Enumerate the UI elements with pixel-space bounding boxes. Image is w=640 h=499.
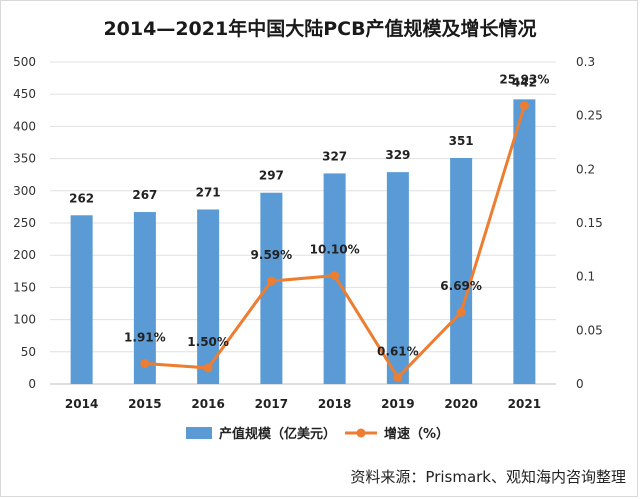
y-right-tick-label: 0.2 <box>576 162 595 176</box>
bar <box>197 209 220 384</box>
growth-point <box>266 276 276 286</box>
growth-point <box>330 271 340 281</box>
y-right-tick-label: 0.05 <box>576 323 603 337</box>
growth-value-label: 9.59% <box>251 248 293 262</box>
bar-value-label: 329 <box>385 148 410 162</box>
y-right-tick-label: 0.25 <box>576 109 603 123</box>
bar-value-label: 271 <box>196 185 221 199</box>
legend-swatch-bars <box>186 427 212 439</box>
growth-value-label: 1.91% <box>124 330 166 344</box>
y-left-tick-label: 0 <box>28 377 36 391</box>
y-left-tick-label: 150 <box>13 280 36 294</box>
bar <box>133 212 156 384</box>
growth-point <box>456 307 466 317</box>
y-right-tick-label: 0.15 <box>576 216 603 230</box>
bar <box>450 157 473 384</box>
y-left-tick-label: 100 <box>13 313 36 327</box>
legend-label-line: 增速（%） <box>384 426 449 442</box>
bar <box>70 215 93 384</box>
y-right-tick-label: 0.3 <box>576 55 595 69</box>
bar-value-label: 327 <box>322 149 347 163</box>
y-right-tick-label: 0.1 <box>576 270 595 284</box>
growth-point <box>140 358 150 368</box>
y-right-tick-label: 0 <box>576 377 584 391</box>
y-left-tick-label: 50 <box>21 345 36 359</box>
growth-value-label: 25.93% <box>499 73 549 87</box>
bar-value-label: 351 <box>449 134 474 148</box>
bar-value-label: 442 <box>512 75 537 89</box>
growth-value-label: 1.50% <box>187 335 229 349</box>
x-tick-label: 2021 <box>508 397 541 411</box>
x-tick-label: 2019 <box>381 397 414 411</box>
y-left-tick-label: 350 <box>13 152 36 166</box>
legend-marker-line <box>356 428 366 438</box>
bar <box>260 192 283 384</box>
growth-point <box>203 363 213 373</box>
y-left-tick-label: 250 <box>13 216 36 230</box>
bar-value-label: 267 <box>132 188 157 202</box>
x-tick-label: 2015 <box>128 397 161 411</box>
bar <box>513 99 536 385</box>
x-tick-label: 2014 <box>65 397 98 411</box>
growth-point <box>393 372 403 382</box>
growth-point <box>519 101 529 111</box>
x-tick-label: 2020 <box>444 397 477 411</box>
y-left-tick-label: 450 <box>13 87 36 101</box>
y-left-tick-label: 300 <box>13 184 36 198</box>
y-left-tick-label: 500 <box>13 55 36 69</box>
y-left-tick-label: 200 <box>13 248 36 262</box>
x-tick-label: 2018 <box>318 397 351 411</box>
bar-value-label: 297 <box>259 169 284 183</box>
bar <box>386 172 409 384</box>
y-left-tick-label: 400 <box>13 119 36 133</box>
legend-label-bars: 产值规模（亿美元） <box>219 426 336 442</box>
growth-value-label: 0.61% <box>377 344 419 358</box>
bar-value-label: 262 <box>69 191 94 205</box>
x-tick-label: 2016 <box>191 397 224 411</box>
growth-value-label: 6.69% <box>440 279 482 293</box>
growth-value-label: 10.10% <box>310 243 360 257</box>
x-tick-label: 2017 <box>255 397 288 411</box>
chart-title: 2014—2021年中国大陆PCB产值规模及增长情况 <box>103 18 537 40</box>
source-note: 资料来源：Prismark、观知海内咨询整理 <box>350 468 626 486</box>
